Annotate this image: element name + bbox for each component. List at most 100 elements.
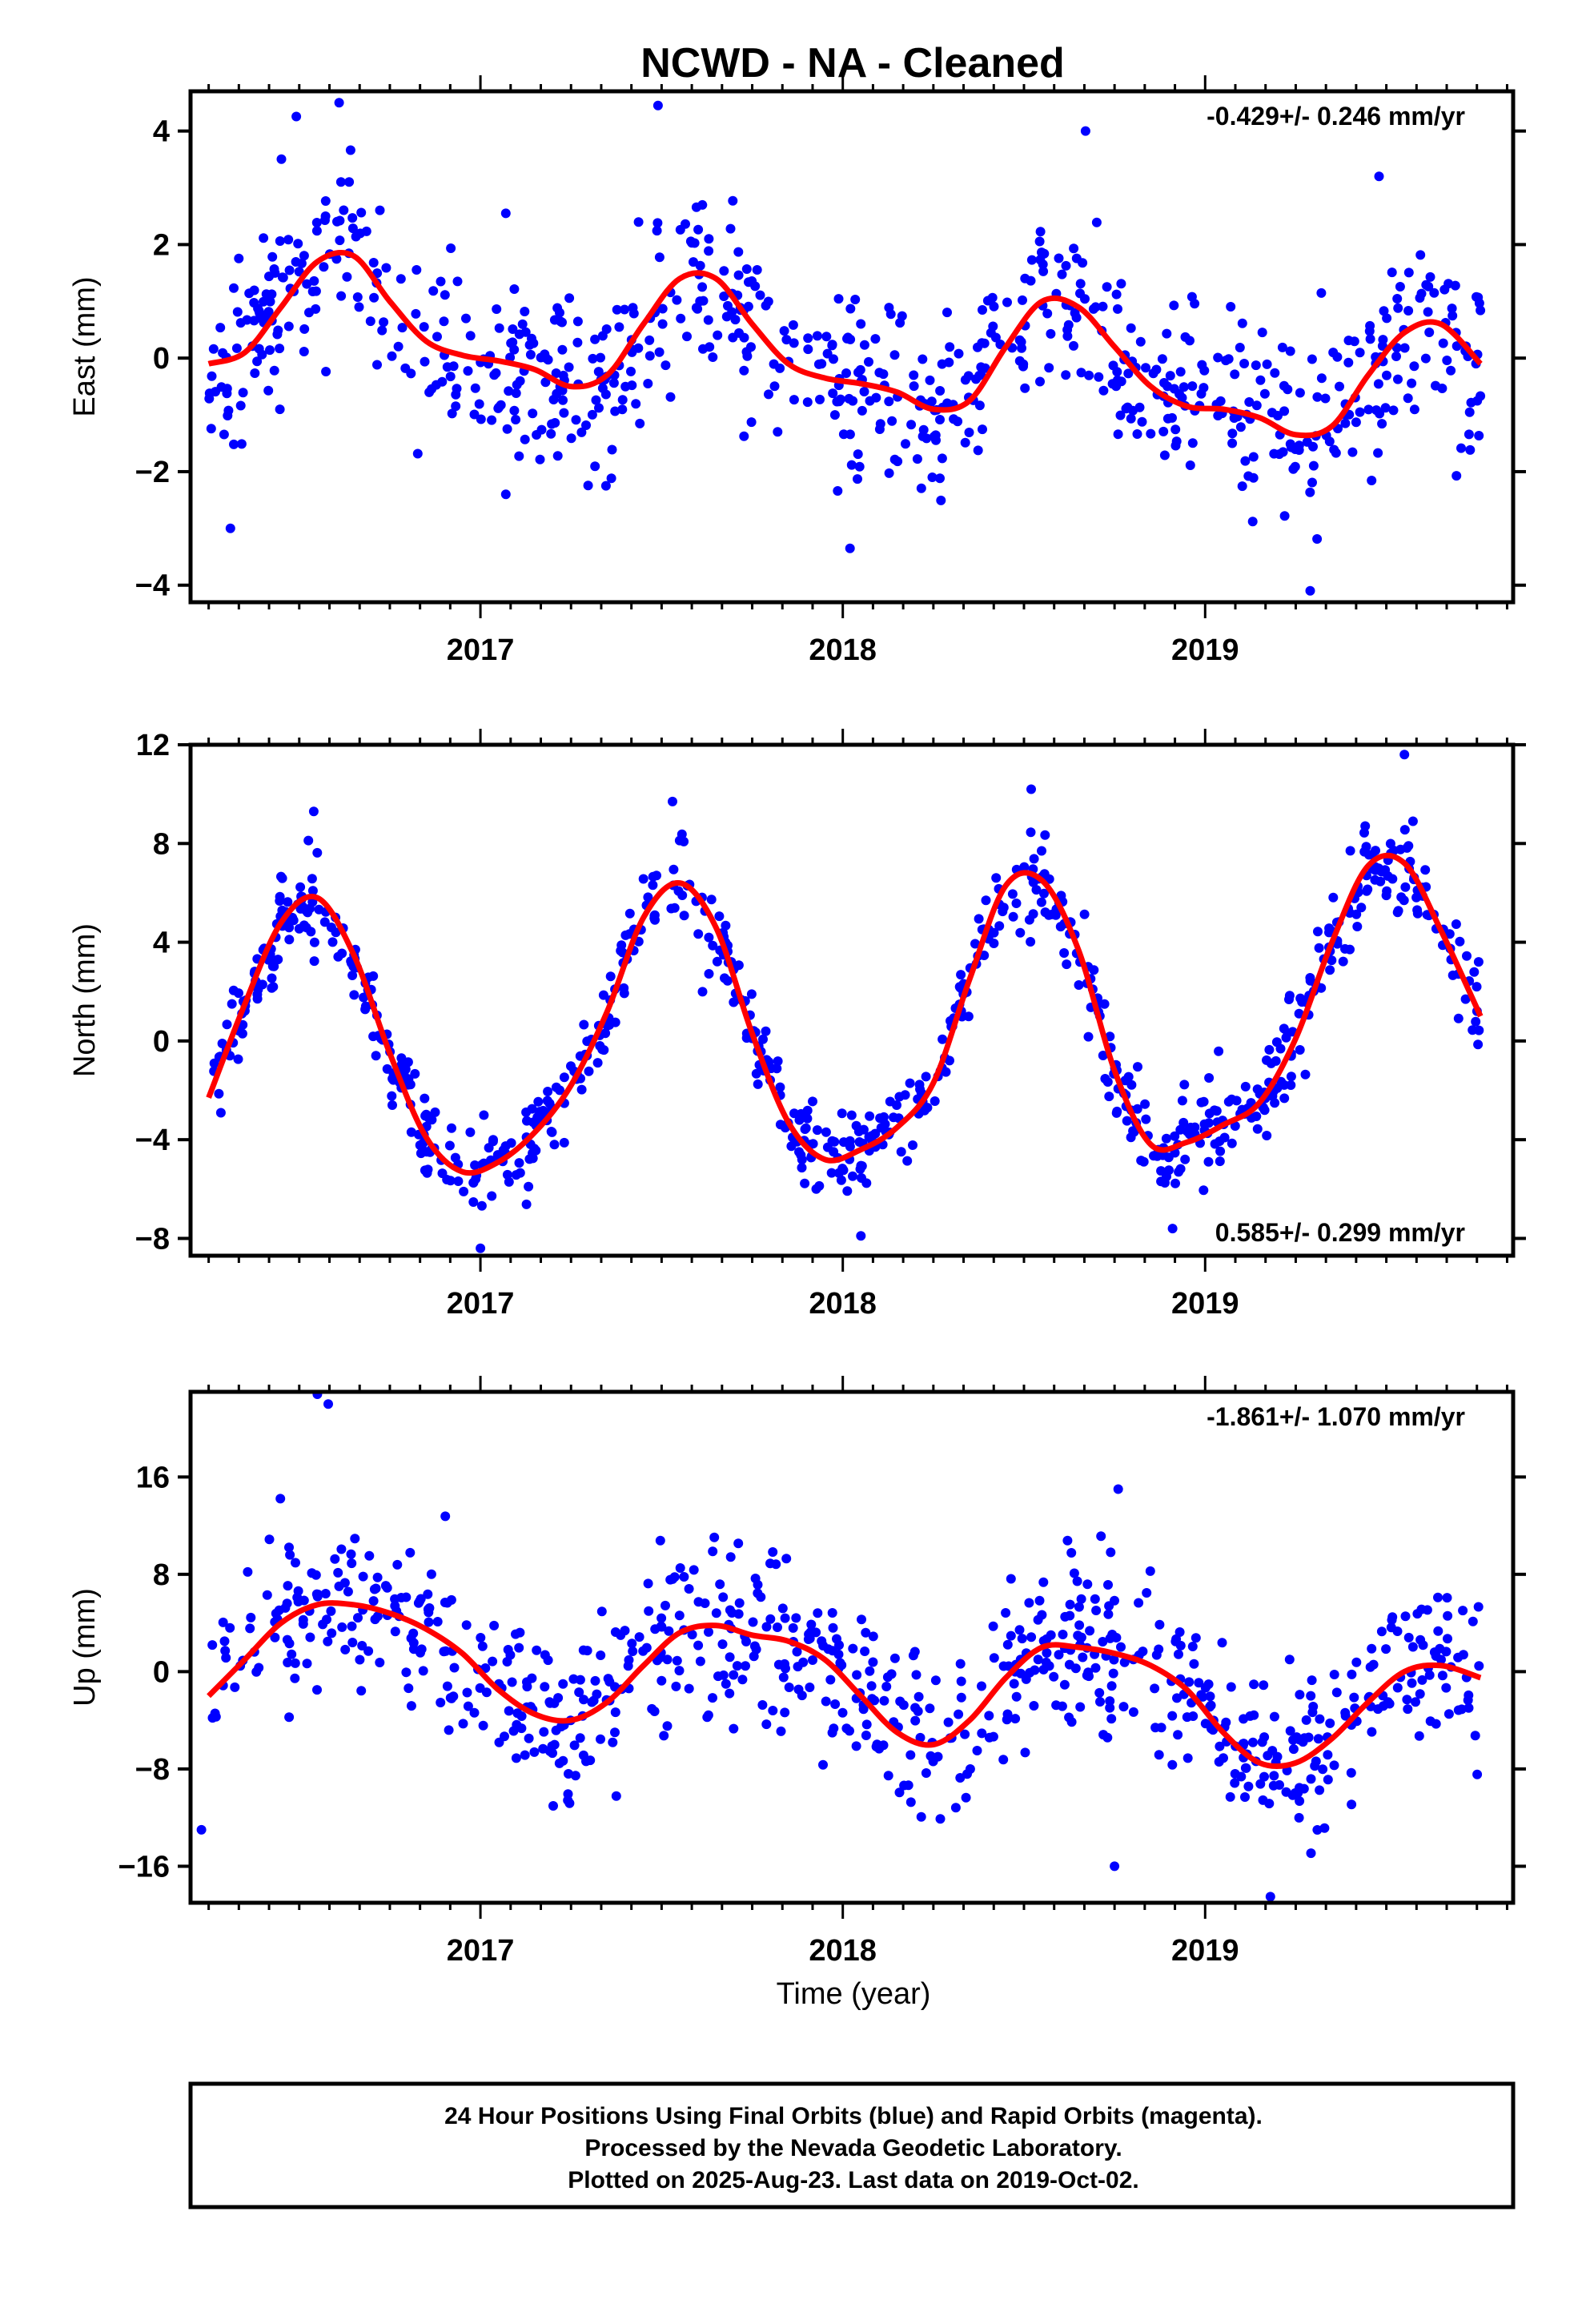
up-point bbox=[1441, 1683, 1452, 1693]
east-point bbox=[1380, 403, 1391, 413]
up-point bbox=[1315, 1785, 1325, 1795]
east-point bbox=[283, 321, 294, 332]
east-point bbox=[697, 199, 708, 210]
up-point bbox=[905, 1750, 916, 1760]
up-y-tick-label: 16 bbox=[136, 1461, 170, 1494]
east-point bbox=[229, 283, 239, 293]
east-point bbox=[1135, 336, 1146, 347]
east-point bbox=[223, 411, 233, 420]
east-point bbox=[1409, 404, 1419, 415]
north-point bbox=[1407, 816, 1418, 826]
up-point bbox=[833, 1649, 844, 1659]
north-point bbox=[1264, 1044, 1275, 1055]
up-point bbox=[442, 1681, 452, 1691]
up-point bbox=[1240, 1792, 1250, 1802]
east-point bbox=[665, 392, 676, 402]
east-point bbox=[1146, 428, 1156, 439]
east-point bbox=[331, 254, 342, 264]
up-point bbox=[655, 1535, 665, 1546]
north-point bbox=[1199, 1185, 1209, 1196]
east-point bbox=[1062, 324, 1073, 335]
north-y-tick-label: −8 bbox=[135, 1222, 170, 1256]
up-point bbox=[320, 1589, 331, 1598]
north-point bbox=[989, 927, 999, 938]
up-point bbox=[347, 1621, 357, 1631]
up-point bbox=[564, 1769, 573, 1779]
east-point bbox=[935, 386, 946, 396]
up-point bbox=[1248, 1737, 1258, 1747]
east-point bbox=[953, 416, 963, 427]
north-point bbox=[314, 904, 324, 915]
east-point bbox=[1388, 405, 1399, 416]
up-point bbox=[1046, 1630, 1056, 1640]
up-y-tick-label: −16 bbox=[118, 1850, 170, 1884]
up-point bbox=[881, 1682, 892, 1691]
up-point bbox=[954, 1709, 964, 1719]
up-point bbox=[828, 1622, 838, 1633]
up-point bbox=[337, 1622, 347, 1632]
up-point bbox=[1383, 1697, 1393, 1707]
east-point bbox=[1355, 407, 1365, 417]
north-point bbox=[406, 1127, 416, 1137]
north-point bbox=[476, 1243, 486, 1253]
up-point bbox=[587, 1697, 597, 1707]
north-point bbox=[648, 871, 658, 882]
north-point bbox=[217, 1039, 227, 1048]
up-point bbox=[551, 1725, 561, 1735]
east-point bbox=[557, 317, 567, 328]
east-point bbox=[436, 276, 446, 287]
up-point bbox=[489, 1620, 500, 1630]
east-point bbox=[728, 195, 738, 206]
north-point bbox=[668, 796, 677, 806]
up-point bbox=[1085, 1626, 1095, 1636]
east-point bbox=[1247, 517, 1258, 527]
east-point bbox=[396, 274, 406, 284]
east-y-axis-label: East (mm) bbox=[68, 276, 102, 416]
east-point bbox=[607, 444, 617, 455]
up-point bbox=[1325, 1718, 1335, 1728]
up-point bbox=[312, 1591, 323, 1602]
east-point bbox=[387, 351, 397, 361]
up-point bbox=[733, 1538, 744, 1549]
east-point bbox=[509, 284, 520, 294]
east-point bbox=[730, 315, 741, 325]
up-point bbox=[641, 1642, 652, 1653]
east-point bbox=[235, 318, 246, 328]
north-point bbox=[1026, 827, 1036, 838]
north-point bbox=[669, 864, 679, 875]
east-point bbox=[1437, 384, 1447, 393]
north-point bbox=[837, 1108, 847, 1119]
north-point bbox=[309, 956, 319, 967]
north-point bbox=[802, 1105, 813, 1116]
up-point bbox=[1347, 1669, 1357, 1679]
east-point bbox=[1316, 373, 1327, 384]
east-rate-label: -0.429+/- 0.246 mm/yr bbox=[1207, 102, 1465, 131]
up-x-tick-label: 2017 bbox=[447, 1934, 515, 1968]
up-point bbox=[748, 1617, 758, 1627]
up-point bbox=[805, 1627, 816, 1638]
east-point bbox=[620, 304, 630, 315]
east-point bbox=[354, 302, 364, 312]
up-point bbox=[1368, 1659, 1379, 1670]
north-point bbox=[1214, 1046, 1224, 1056]
east-point bbox=[1473, 292, 1484, 303]
north-point bbox=[337, 948, 347, 959]
north-point bbox=[444, 1140, 455, 1151]
north-point bbox=[252, 994, 263, 1004]
up-point bbox=[1400, 1611, 1411, 1622]
up-point bbox=[529, 1747, 540, 1757]
east-point bbox=[909, 381, 919, 392]
north-point bbox=[896, 1147, 906, 1157]
up-point bbox=[1006, 1630, 1016, 1641]
east-point bbox=[803, 333, 813, 344]
north-point bbox=[576, 1084, 587, 1095]
up-point bbox=[998, 1661, 1009, 1671]
north-point bbox=[543, 1087, 553, 1096]
east-point bbox=[1423, 307, 1433, 317]
east-point bbox=[461, 313, 471, 324]
north-point bbox=[624, 908, 635, 919]
north-point bbox=[1008, 911, 1018, 922]
north-point bbox=[421, 1109, 432, 1120]
up-point bbox=[243, 1566, 253, 1577]
up-point bbox=[1386, 1622, 1396, 1633]
